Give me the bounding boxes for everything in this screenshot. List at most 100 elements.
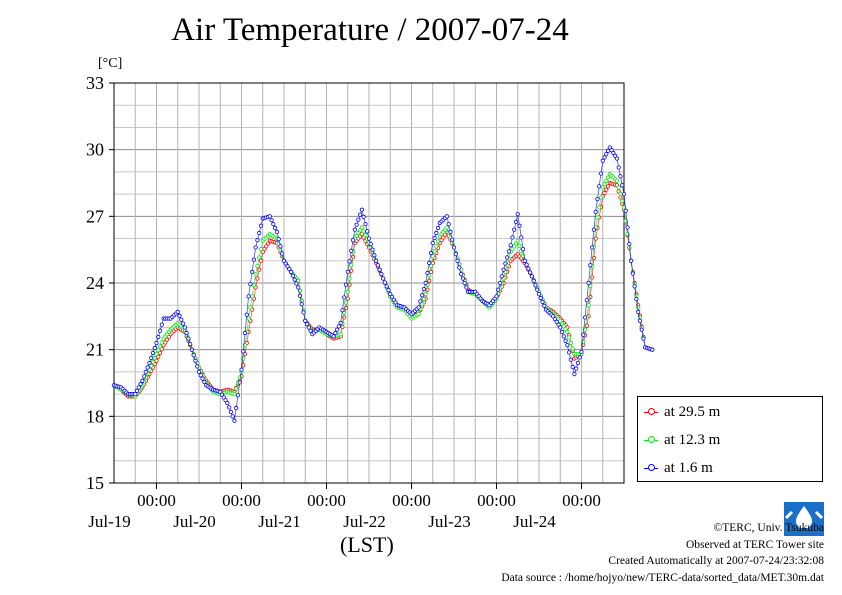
data-point bbox=[154, 352, 159, 357]
data-point bbox=[577, 355, 582, 360]
data-point bbox=[159, 322, 164, 327]
data-point bbox=[559, 329, 565, 334]
data-point bbox=[336, 324, 341, 329]
data-point bbox=[604, 152, 609, 157]
data-point bbox=[365, 229, 370, 234]
chart-title: Air Temperature / 2007-07-24 bbox=[171, 12, 569, 48]
data-point bbox=[529, 274, 535, 279]
data-point bbox=[636, 309, 641, 314]
data-point bbox=[257, 267, 262, 272]
data-point bbox=[590, 245, 595, 250]
data-point bbox=[598, 195, 604, 200]
x-axis-label: (LST) bbox=[340, 532, 394, 557]
data-point bbox=[273, 225, 278, 231]
source-text: Data source : /home/hojyo/new/TERC-data/… bbox=[501, 571, 824, 584]
data-point bbox=[366, 236, 372, 241]
data-point bbox=[134, 388, 140, 393]
data-point bbox=[586, 303, 591, 308]
data-point bbox=[386, 288, 391, 293]
data-point bbox=[522, 258, 527, 263]
data-point bbox=[370, 247, 375, 252]
data-point bbox=[280, 251, 285, 256]
data-point bbox=[536, 292, 542, 297]
data-point bbox=[517, 243, 522, 248]
data-point bbox=[621, 192, 627, 197]
copyright-text: ©TERC, Univ. Tsukuba bbox=[713, 522, 824, 534]
data-point bbox=[347, 259, 352, 264]
legend-swatch-green bbox=[644, 433, 658, 447]
data-point bbox=[563, 338, 568, 343]
data-point bbox=[372, 253, 377, 258]
y-axis: 15 18 21 24 27 30 33 bbox=[86, 73, 114, 493]
data-point bbox=[434, 230, 439, 236]
data-point bbox=[444, 225, 450, 230]
data-point bbox=[513, 219, 519, 224]
data-point bbox=[515, 212, 520, 217]
data-point bbox=[634, 297, 639, 302]
data-point bbox=[570, 364, 575, 369]
data-point bbox=[179, 317, 184, 322]
data-point bbox=[363, 222, 368, 227]
data-point bbox=[177, 313, 182, 318]
data-point bbox=[630, 271, 635, 276]
data-point bbox=[377, 267, 382, 272]
data-point bbox=[308, 328, 313, 333]
data-point bbox=[540, 299, 545, 304]
data-point bbox=[358, 212, 363, 217]
data-point bbox=[338, 320, 343, 326]
data-point bbox=[462, 280, 467, 286]
data-point bbox=[416, 312, 421, 317]
data-point bbox=[538, 295, 543, 301]
x-tick-day-label: Jul-24 bbox=[513, 512, 556, 531]
data-point bbox=[588, 263, 593, 268]
data-point bbox=[154, 340, 159, 346]
data-point bbox=[458, 272, 464, 277]
data-point bbox=[435, 239, 441, 244]
data-point bbox=[235, 393, 241, 398]
grid bbox=[114, 83, 624, 483]
legend-item-12-3m: at 12.3 m bbox=[644, 430, 720, 450]
data-point bbox=[294, 281, 299, 286]
data-point bbox=[175, 309, 180, 314]
data-point bbox=[288, 269, 294, 274]
data-point bbox=[430, 240, 435, 246]
data-point bbox=[636, 305, 641, 310]
data-point bbox=[448, 229, 453, 234]
data-point bbox=[278, 244, 283, 249]
y-tick-label: 21 bbox=[86, 340, 104, 360]
y-tick-label: 15 bbox=[86, 473, 104, 493]
data-point bbox=[242, 330, 248, 336]
data-point bbox=[597, 184, 602, 189]
data-point bbox=[632, 284, 637, 289]
data-point bbox=[136, 385, 141, 390]
data-point bbox=[595, 197, 600, 202]
data-point bbox=[381, 276, 386, 281]
data-point bbox=[427, 260, 432, 266]
data-point bbox=[526, 266, 531, 271]
data-point bbox=[356, 217, 361, 222]
data-point bbox=[597, 205, 602, 210]
data-point bbox=[338, 332, 343, 337]
data-point bbox=[604, 178, 609, 183]
data-point bbox=[143, 369, 148, 374]
data-point bbox=[567, 335, 572, 340]
data-point bbox=[446, 222, 451, 227]
data-point bbox=[510, 235, 515, 240]
data-point bbox=[292, 277, 297, 282]
data-point bbox=[150, 350, 156, 356]
data-point bbox=[258, 223, 264, 228]
data-point bbox=[450, 237, 455, 242]
data-point bbox=[248, 282, 253, 287]
data-point bbox=[561, 334, 566, 339]
data-point bbox=[420, 293, 425, 298]
data-point bbox=[299, 302, 304, 307]
site-text: Observed at TERC Tower site bbox=[685, 538, 824, 551]
data-point bbox=[421, 297, 426, 302]
data-point bbox=[303, 318, 308, 323]
data-point bbox=[533, 283, 538, 288]
data-point bbox=[138, 382, 143, 387]
data-point bbox=[650, 347, 655, 352]
legend-label: at 29.5 m bbox=[664, 403, 721, 420]
data-point bbox=[200, 376, 205, 381]
data-point bbox=[352, 227, 357, 232]
